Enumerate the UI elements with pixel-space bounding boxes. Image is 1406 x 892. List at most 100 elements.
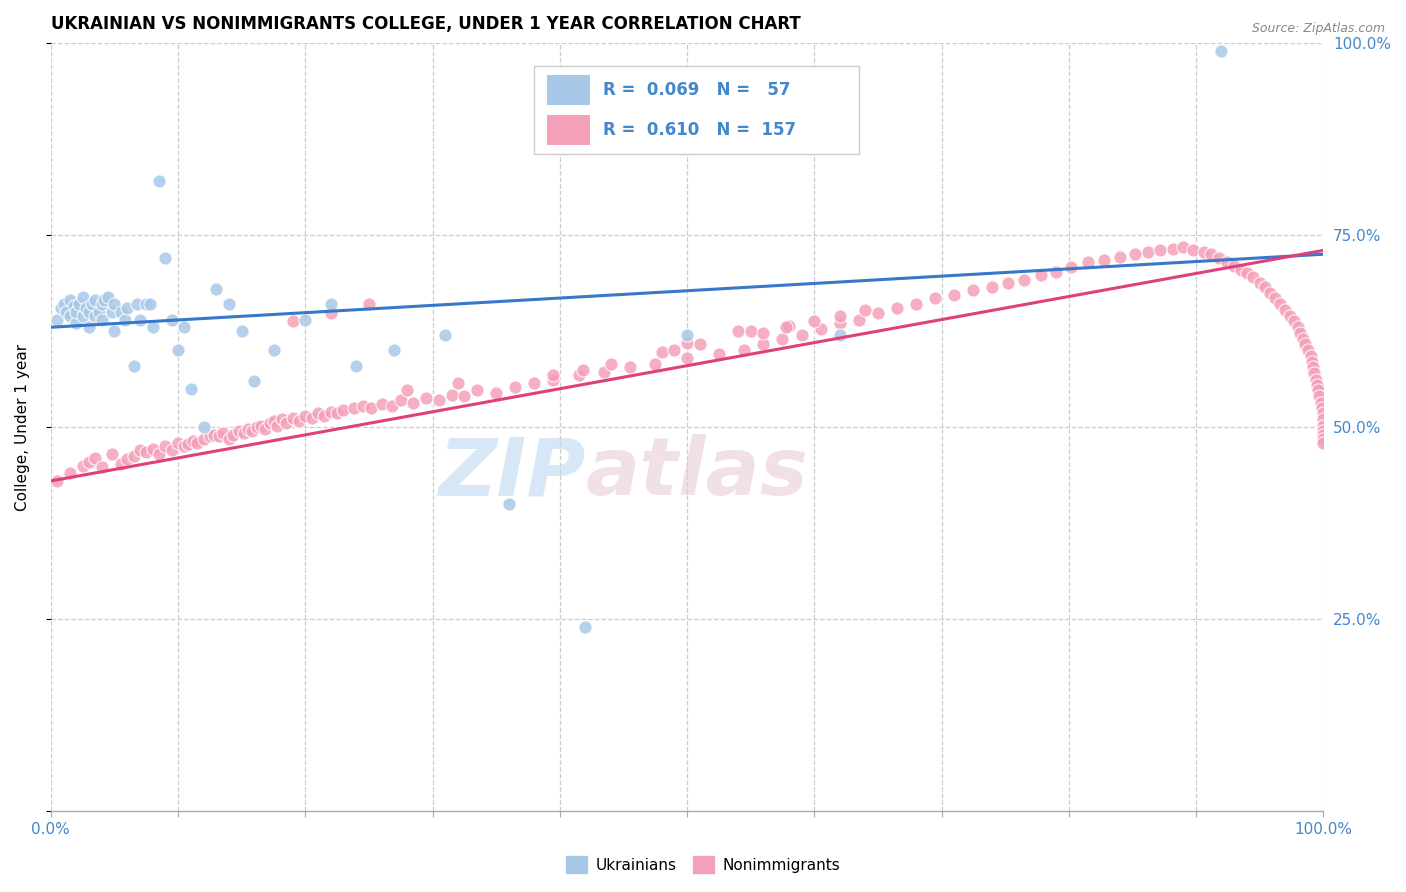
- Point: [619, 360, 641, 375]
- Point: [1182, 244, 1205, 258]
- Point: [173, 320, 195, 334]
- Point: [59, 309, 82, 323]
- Point: [1282, 314, 1305, 328]
- Point: [1294, 337, 1316, 351]
- Point: [240, 424, 263, 438]
- Point: [1192, 244, 1215, 259]
- Point: [352, 399, 374, 413]
- Point: [90, 312, 112, 326]
- Point: [1045, 265, 1067, 279]
- Point: [1077, 255, 1099, 269]
- Point: [62, 299, 84, 313]
- Point: [543, 368, 565, 382]
- Point: [1309, 395, 1331, 409]
- Point: [415, 391, 437, 405]
- Point: [155, 251, 177, 265]
- Point: [676, 351, 699, 365]
- Point: [301, 411, 323, 425]
- Point: [75, 301, 97, 315]
- Point: [89, 305, 111, 319]
- Point: [574, 620, 596, 634]
- Point: [1258, 285, 1281, 300]
- Point: [440, 388, 463, 402]
- Point: [434, 327, 457, 342]
- Point: [1215, 255, 1237, 269]
- Point: [1310, 401, 1333, 415]
- Point: [129, 312, 152, 326]
- Point: [59, 293, 82, 308]
- Point: [142, 442, 165, 456]
- Point: [281, 314, 304, 328]
- Point: [740, 324, 762, 338]
- Point: [676, 335, 699, 350]
- Point: [1094, 252, 1116, 267]
- Point: [1149, 244, 1171, 258]
- Point: [1264, 291, 1286, 305]
- Point: [205, 282, 228, 296]
- Point: [543, 372, 565, 386]
- Point: [370, 397, 392, 411]
- Point: [828, 317, 851, 331]
- Point: [427, 393, 450, 408]
- Point: [465, 384, 488, 398]
- Point: [67, 297, 90, 311]
- Point: [752, 326, 775, 341]
- Point: [1303, 367, 1326, 381]
- Point: [707, 347, 730, 361]
- Point: [115, 452, 138, 467]
- Point: [752, 337, 775, 351]
- Point: [381, 399, 404, 413]
- Point: [326, 406, 349, 420]
- Point: [222, 428, 245, 442]
- Point: [1268, 297, 1291, 311]
- Text: atlas: atlas: [585, 434, 808, 512]
- Point: [202, 428, 225, 442]
- Point: [447, 376, 470, 390]
- Point: [886, 301, 908, 315]
- Point: [77, 305, 100, 319]
- Point: [177, 437, 200, 451]
- Point: [46, 474, 69, 488]
- Point: [924, 291, 946, 305]
- Point: [396, 384, 419, 398]
- Point: [84, 450, 107, 465]
- Point: [1292, 332, 1315, 346]
- Point: [1236, 267, 1258, 281]
- Point: [357, 297, 380, 311]
- Point: [1123, 247, 1146, 261]
- Point: [218, 432, 240, 446]
- Point: [186, 435, 208, 450]
- Point: [122, 450, 145, 464]
- Point: [905, 297, 928, 311]
- Point: [943, 288, 966, 302]
- Point: [453, 389, 475, 403]
- Point: [77, 455, 100, 469]
- Point: [866, 306, 889, 320]
- Point: [1012, 272, 1035, 286]
- Point: [360, 401, 382, 415]
- Point: [593, 365, 616, 379]
- Point: [1312, 435, 1334, 450]
- Point: [1312, 432, 1334, 446]
- Point: [65, 305, 87, 319]
- Point: [503, 380, 526, 394]
- Point: [211, 426, 233, 441]
- Point: [1312, 412, 1334, 426]
- Point: [135, 297, 157, 311]
- Point: [127, 297, 149, 311]
- Point: [72, 309, 94, 323]
- Point: [218, 297, 240, 311]
- Point: [644, 357, 666, 371]
- Point: [72, 458, 94, 473]
- Point: [246, 420, 269, 434]
- Point: [180, 382, 202, 396]
- Point: [233, 426, 256, 441]
- Point: [59, 467, 82, 481]
- Point: [72, 289, 94, 303]
- Point: [344, 359, 367, 373]
- Point: [167, 343, 190, 358]
- Point: [1312, 406, 1334, 420]
- Point: [1296, 343, 1319, 358]
- Point: [571, 362, 593, 376]
- Point: [962, 284, 984, 298]
